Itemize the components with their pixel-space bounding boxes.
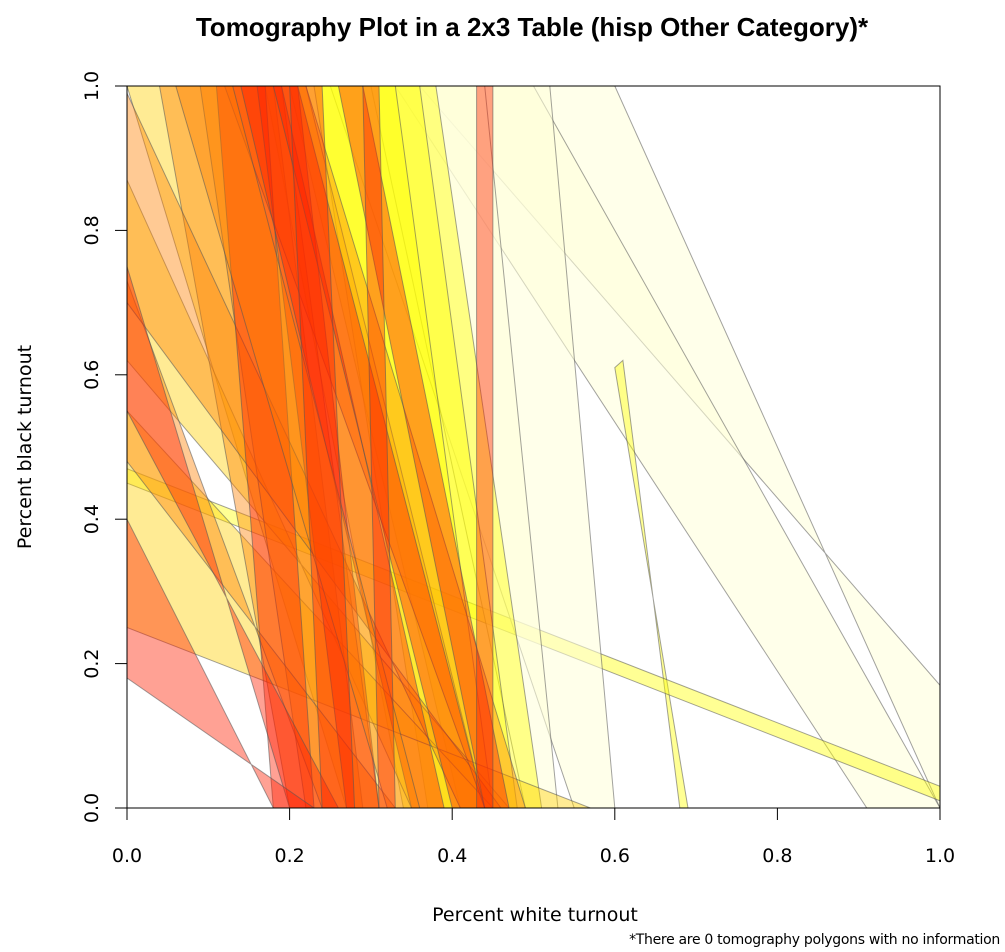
polygon-band-red-1 [215, 86, 315, 808]
x-axis-label: Percent white turnout [432, 904, 638, 926]
x-tick-label: 1.0 [925, 845, 955, 867]
polygon-band-orange-4 [127, 92, 502, 808]
x-tick-label: 0.0 [112, 845, 142, 867]
x-tick-label: 0.2 [274, 845, 304, 867]
y-tick-label: 0.8 [81, 215, 103, 245]
tomography-polygons [127, 86, 940, 808]
polygon-band-red-3 [127, 266, 339, 808]
polygon-band-dark-3 [289, 86, 356, 808]
polygon-band-orange-5 [224, 86, 526, 808]
y-tick-label: 0.6 [81, 360, 103, 390]
y-tick-label: 0.2 [81, 648, 103, 678]
polygon-band-thin-top [614, 359, 689, 808]
chart-title: Tomography Plot in a 2x3 Table (hisp Oth… [196, 12, 869, 42]
x-tick-label: 0.8 [762, 845, 792, 867]
polygon-band-dark-1 [127, 518, 315, 808]
polygon-band-red-5 [272, 86, 486, 808]
polygon-band-light-2 [370, 86, 559, 808]
polygon-band-dark-2 [175, 86, 421, 808]
y-axis-label: Percent black turnout [14, 345, 36, 549]
polygon-band-orange-3 [127, 280, 396, 808]
y-tick-label: 0.0 [81, 793, 103, 823]
y-tick-label: 1.0 [81, 71, 103, 101]
plot-frame [126, 85, 941, 809]
y-tick-label: 0.4 [81, 504, 103, 534]
polygon-band-wide-right [419, 86, 940, 808]
y-axis: 0.0 0.2 0.4 0.6 0.8 1.0 [81, 71, 127, 823]
x-tick-label: 0.6 [600, 845, 630, 867]
polygon-band-gold-2 [127, 179, 510, 808]
polygon-band-gold-3 [127, 410, 591, 808]
polygon-band-red-6 [337, 86, 510, 808]
polygon-band-orange-1 [158, 86, 364, 808]
polygon-band-red-4 [240, 86, 445, 808]
x-axis: 0.0 0.2 0.4 0.6 0.8 1.0 [112, 808, 955, 867]
polygon-band-dark-5 [476, 86, 494, 808]
x-tick-label: 0.4 [437, 845, 467, 867]
footnote: *There are 0 tomography polygons with no… [629, 932, 1000, 948]
polygon-band-dark-4 [362, 86, 396, 808]
